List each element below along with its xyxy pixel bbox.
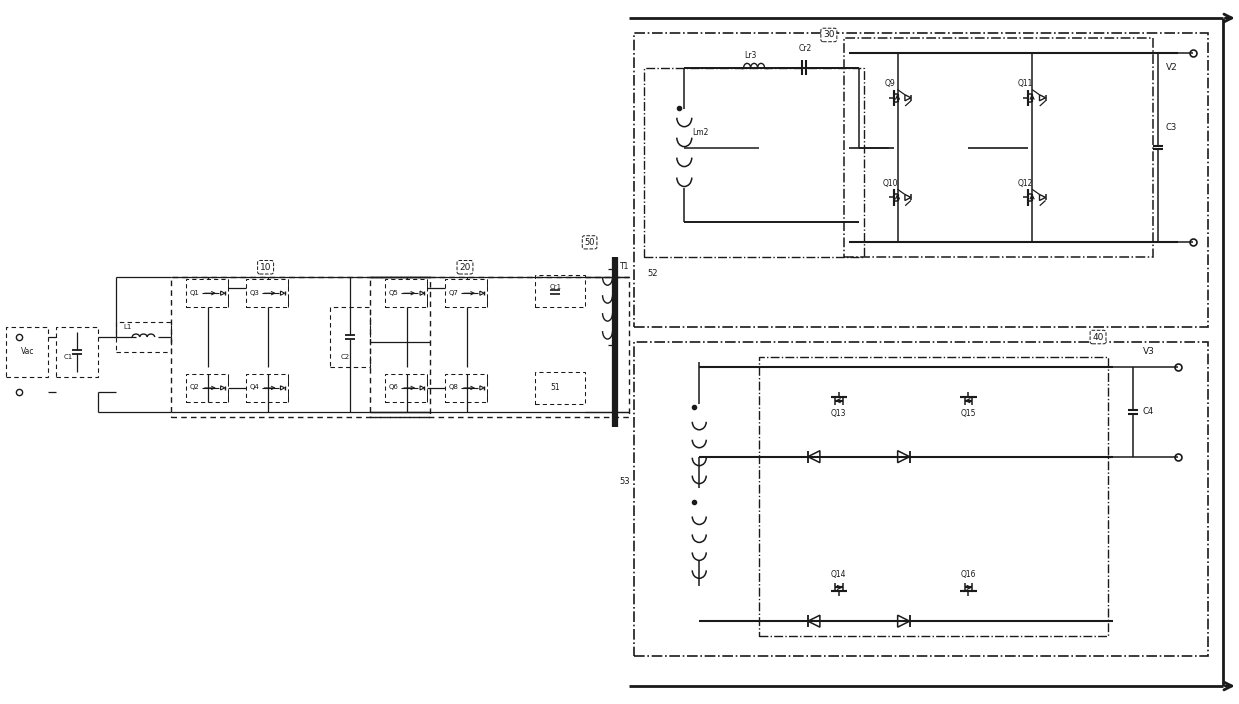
Text: V3: V3 <box>1142 348 1155 356</box>
Bar <box>116 322 171 352</box>
Text: Q8: Q8 <box>449 384 458 391</box>
Text: C4: C4 <box>1142 408 1154 416</box>
Text: Q10: Q10 <box>882 179 898 188</box>
Bar <box>634 33 1208 327</box>
Text: Q7: Q7 <box>449 289 458 296</box>
Bar <box>535 372 585 404</box>
Text: Cr2: Cr2 <box>799 44 813 53</box>
Text: 52: 52 <box>648 269 658 278</box>
Text: Q6: Q6 <box>389 384 399 391</box>
Bar <box>644 68 864 257</box>
Bar <box>445 374 487 402</box>
Text: Lm2: Lm2 <box>693 128 709 137</box>
Bar <box>385 374 427 402</box>
Bar <box>535 275 585 307</box>
Text: Q4: Q4 <box>249 384 259 391</box>
Bar <box>245 279 287 307</box>
Text: 51: 51 <box>550 384 560 392</box>
Text: Q3: Q3 <box>249 289 259 296</box>
Text: Q9: Q9 <box>885 80 896 89</box>
Bar <box>171 277 430 417</box>
Text: Q1: Q1 <box>190 289 199 296</box>
Text: Q12: Q12 <box>1017 179 1032 188</box>
Text: V2: V2 <box>1166 63 1177 73</box>
Text: Vac: Vac <box>21 348 33 356</box>
Text: 20: 20 <box>460 263 471 272</box>
Text: Q14: Q14 <box>831 570 846 579</box>
Text: Q15: Q15 <box>960 409 976 418</box>
Text: 53: 53 <box>620 477 631 486</box>
Bar <box>760 357 1108 636</box>
Text: 40: 40 <box>1093 332 1104 341</box>
Bar <box>445 279 487 307</box>
Text: 30: 30 <box>823 30 835 39</box>
Bar <box>186 374 228 402</box>
Bar <box>56 327 98 377</box>
Text: 50: 50 <box>585 238 595 247</box>
Text: Lr3: Lr3 <box>745 51 757 60</box>
Bar <box>634 342 1208 656</box>
Text: C3: C3 <box>1166 123 1177 132</box>
Text: Q11: Q11 <box>1017 80 1032 89</box>
Text: 10: 10 <box>260 263 271 272</box>
Text: L1: L1 <box>123 324 131 330</box>
Text: Q2: Q2 <box>190 384 199 391</box>
Text: Q5: Q5 <box>389 289 399 296</box>
Text: Q13: Q13 <box>831 409 846 418</box>
Text: Q16: Q16 <box>960 570 976 579</box>
Bar <box>186 279 228 307</box>
Bar <box>331 307 370 367</box>
Bar <box>370 277 629 417</box>
Text: Cr1: Cr1 <box>550 284 561 290</box>
Bar <box>245 374 287 402</box>
Text: C2: C2 <box>341 354 349 360</box>
Text: C1: C1 <box>63 354 72 360</box>
Bar <box>385 279 427 307</box>
Bar <box>6 327 48 377</box>
Bar <box>844 38 1152 257</box>
Text: T1: T1 <box>620 263 629 271</box>
